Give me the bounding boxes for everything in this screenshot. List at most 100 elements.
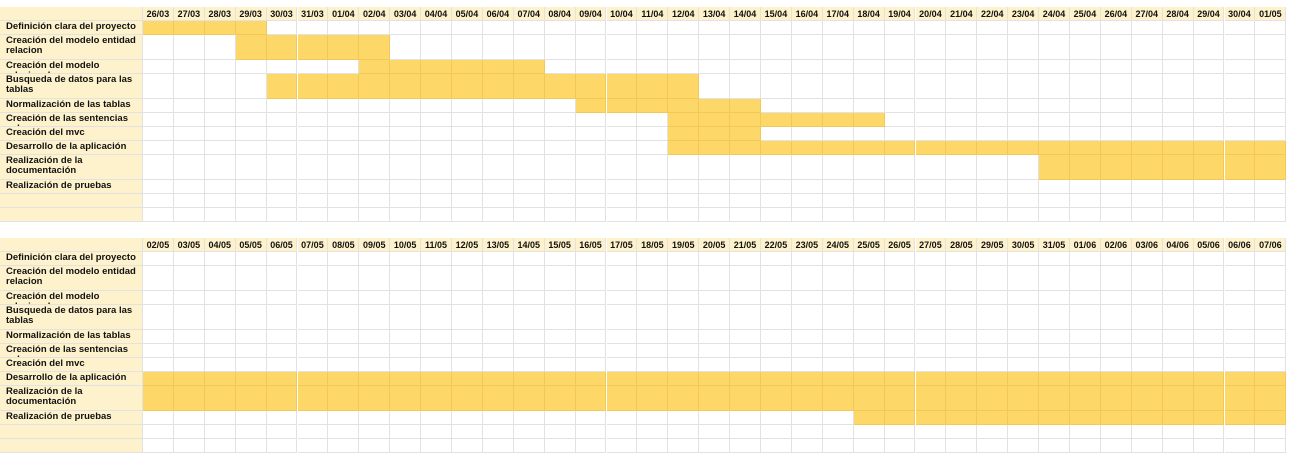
gantt-bar-cell[interactable]	[235, 35, 267, 60]
grid-cell[interactable]	[482, 305, 514, 330]
task-label-cell[interactable]	[0, 439, 143, 453]
grid-cell[interactable]	[575, 180, 607, 194]
grid-cell[interactable]	[390, 99, 422, 113]
grid-cell[interactable]	[977, 252, 1009, 266]
grid-cell[interactable]	[1255, 113, 1287, 127]
grid-cell[interactable]	[668, 180, 700, 194]
grid-cell[interactable]	[1162, 180, 1194, 194]
grid-cell[interactable]	[791, 35, 823, 60]
grid-cell[interactable]	[791, 180, 823, 194]
task-label-cell[interactable]: Creación del modelo entidad relacion	[0, 35, 143, 60]
grid-cell[interactable]	[390, 330, 422, 344]
grid-cell[interactable]	[1193, 113, 1225, 127]
grid-cell[interactable]	[235, 99, 267, 113]
date-header-cell[interactable]: 05/06	[1193, 238, 1225, 252]
grid-cell[interactable]	[575, 21, 607, 35]
grid-cell[interactable]	[884, 194, 916, 208]
date-header-cell[interactable]: 13/05	[482, 238, 514, 252]
grid-cell[interactable]	[946, 330, 978, 344]
grid-cell[interactable]	[977, 60, 1009, 74]
gantt-bar-cell[interactable]	[977, 411, 1009, 425]
grid-cell[interactable]	[452, 21, 483, 35]
gantt-bar-cell[interactable]	[359, 74, 391, 99]
grid-cell[interactable]	[482, 411, 514, 425]
gantt-bar-cell[interactable]	[235, 21, 267, 35]
grid-cell[interactable]	[606, 141, 638, 155]
grid-cell[interactable]	[482, 141, 514, 155]
grid-cell[interactable]	[853, 266, 885, 291]
grid-cell[interactable]	[884, 266, 916, 291]
grid-cell[interactable]	[1131, 266, 1163, 291]
grid-cell[interactable]	[421, 141, 452, 155]
grid-cell[interactable]	[822, 35, 854, 60]
grid-cell[interactable]	[575, 344, 607, 358]
grid-cell[interactable]	[884, 291, 916, 305]
grid-cell[interactable]	[1255, 358, 1287, 372]
grid-cell[interactable]	[452, 35, 483, 60]
grid-cell[interactable]	[421, 425, 452, 439]
grid-cell[interactable]	[730, 344, 761, 358]
gantt-bar-cell[interactable]	[1039, 411, 1070, 425]
grid-cell[interactable]	[946, 194, 978, 208]
grid-cell[interactable]	[730, 194, 761, 208]
gantt-bar-cell[interactable]	[544, 386, 576, 411]
grid-cell[interactable]	[946, 21, 978, 35]
grid-cell[interactable]	[544, 305, 576, 330]
grid-cell[interactable]	[513, 425, 545, 439]
grid-cell[interactable]	[204, 155, 236, 180]
grid-cell[interactable]	[204, 208, 236, 222]
grid-cell[interactable]	[390, 411, 422, 425]
grid-cell[interactable]	[1008, 344, 1040, 358]
gantt-bar-cell[interactable]	[544, 74, 576, 99]
grid-cell[interactable]	[977, 330, 1009, 344]
grid-cell[interactable]	[328, 180, 360, 194]
gantt-bar-cell[interactable]	[1039, 141, 1070, 155]
grid-cell[interactable]	[204, 74, 236, 99]
grid-cell[interactable]	[1131, 194, 1163, 208]
gantt-bar-cell[interactable]	[359, 372, 391, 386]
grid-cell[interactable]	[1008, 266, 1040, 291]
grid-cell[interactable]	[359, 252, 391, 266]
gantt-bar-cell[interactable]	[1008, 411, 1040, 425]
gantt-bar-cell[interactable]	[853, 141, 885, 155]
grid-cell[interactable]	[637, 127, 669, 141]
grid-cell[interactable]	[513, 344, 545, 358]
grid-cell[interactable]	[977, 113, 1009, 127]
grid-cell[interactable]	[513, 21, 545, 35]
grid-cell[interactable]	[946, 358, 978, 372]
grid-cell[interactable]	[761, 60, 792, 74]
grid-cell[interactable]	[668, 252, 700, 266]
grid-cell[interactable]	[946, 305, 978, 330]
date-header-cell[interactable]: 05/05	[235, 238, 267, 252]
grid-cell[interactable]	[266, 425, 298, 439]
grid-cell[interactable]	[575, 208, 607, 222]
date-header-cell[interactable]: 21/05	[730, 238, 761, 252]
grid-cell[interactable]	[173, 194, 205, 208]
gantt-bar-cell[interactable]	[143, 386, 174, 411]
date-header-cell[interactable]: 05/04	[452, 7, 483, 21]
grid-cell[interactable]	[544, 425, 576, 439]
grid-cell[interactable]	[143, 60, 174, 74]
grid-cell[interactable]	[1039, 35, 1070, 60]
date-header-cell[interactable]: 12/05	[452, 238, 483, 252]
grid-cell[interactable]	[884, 60, 916, 74]
grid-cell[interactable]	[173, 252, 205, 266]
grid-cell[interactable]	[359, 180, 391, 194]
grid-cell[interactable]	[1008, 127, 1040, 141]
grid-cell[interactable]	[699, 155, 731, 180]
task-label-cell[interactable]	[0, 425, 143, 439]
gantt-bar-cell[interactable]	[977, 141, 1009, 155]
grid-cell[interactable]	[1193, 35, 1225, 60]
grid-cell[interactable]	[266, 141, 298, 155]
grid-cell[interactable]	[1224, 21, 1256, 35]
grid-cell[interactable]	[328, 113, 360, 127]
grid-cell[interactable]	[606, 425, 638, 439]
gantt-bar-cell[interactable]	[1162, 155, 1194, 180]
grid-cell[interactable]	[853, 74, 885, 99]
grid-cell[interactable]	[266, 155, 298, 180]
gantt-bar-cell[interactable]	[915, 411, 947, 425]
grid-cell[interactable]	[915, 208, 947, 222]
gantt-bar-cell[interactable]	[1162, 372, 1194, 386]
grid-cell[interactable]	[1131, 35, 1163, 60]
gantt-bar-cell[interactable]	[884, 411, 916, 425]
